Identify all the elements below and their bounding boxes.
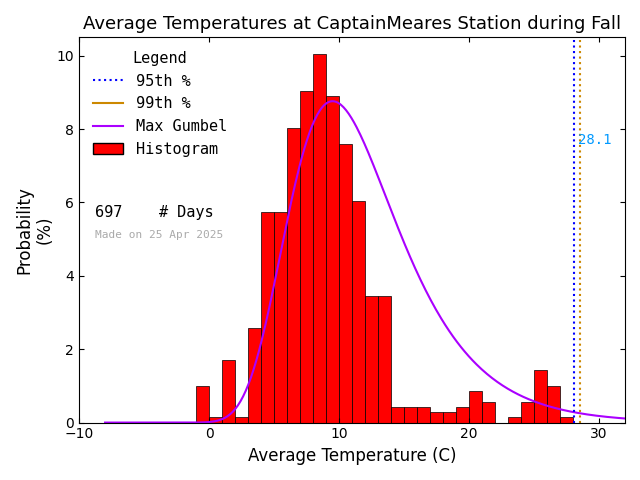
Bar bbox=[456, 407, 469, 422]
Bar bbox=[391, 407, 404, 422]
Bar bbox=[404, 407, 417, 422]
Bar bbox=[352, 201, 365, 422]
Bar bbox=[300, 91, 313, 422]
Bar bbox=[430, 412, 443, 422]
Bar bbox=[261, 212, 274, 422]
Bar bbox=[534, 370, 547, 422]
Bar bbox=[417, 407, 430, 422]
Bar bbox=[482, 402, 495, 422]
Bar bbox=[521, 402, 534, 422]
Bar bbox=[222, 360, 235, 422]
Bar bbox=[313, 54, 326, 422]
Title: Average Temperatures at CaptainMeares Station during Fall: Average Temperatures at CaptainMeares St… bbox=[83, 15, 621, 33]
Bar bbox=[248, 328, 261, 422]
Bar bbox=[469, 391, 482, 422]
Bar bbox=[196, 386, 209, 422]
Bar bbox=[378, 296, 391, 422]
Bar bbox=[365, 296, 378, 422]
Bar bbox=[508, 418, 521, 422]
Bar bbox=[339, 144, 352, 422]
Legend: 95th %, 99th %, Max Gumbel, Histogram: 95th %, 99th %, Max Gumbel, Histogram bbox=[86, 45, 233, 163]
Bar bbox=[560, 418, 573, 422]
Bar bbox=[443, 412, 456, 422]
Bar bbox=[326, 96, 339, 422]
Text: Made on 25 Apr 2025: Made on 25 Apr 2025 bbox=[95, 230, 224, 240]
Bar bbox=[287, 128, 300, 422]
Bar bbox=[209, 418, 222, 422]
Text: 28.1: 28.1 bbox=[578, 133, 612, 147]
Y-axis label: Probability
(%): Probability (%) bbox=[15, 186, 54, 274]
Bar bbox=[274, 212, 287, 422]
Bar bbox=[547, 386, 560, 422]
X-axis label: Average Temperature (C): Average Temperature (C) bbox=[248, 447, 456, 465]
Text: 697    # Days: 697 # Days bbox=[95, 205, 214, 220]
Bar bbox=[235, 418, 248, 422]
